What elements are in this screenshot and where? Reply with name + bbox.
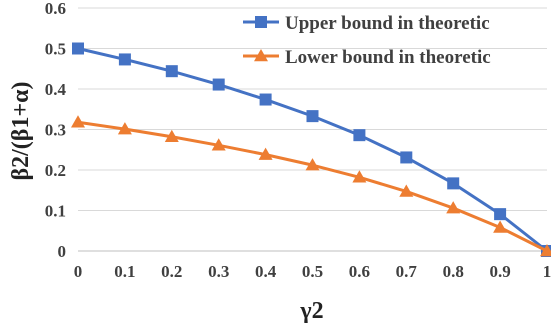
data-point-s0-1: [118, 53, 131, 66]
legend-marker-1: [254, 49, 268, 62]
series-layer: [71, 42, 551, 257]
data-point-s1-7: [399, 184, 414, 197]
data-point-s0-6: [353, 129, 366, 142]
x-tick-label-3: 0.3: [208, 262, 229, 281]
data-point-s1-3: [211, 138, 226, 151]
legend: Upper bound in theoretic Lower bound in t…: [243, 13, 491, 68]
legend-marker-0: [255, 16, 267, 28]
axis-titles: γ2 β2/(β1+α): [8, 81, 324, 324]
data-point-s1-10: [540, 244, 551, 257]
data-point-s1-0: [71, 115, 85, 128]
y-tick-label-2: 0.2: [45, 161, 66, 180]
data-point-s0-8: [447, 177, 460, 190]
data-point-s1-5: [305, 158, 320, 171]
legend-item-0: Upper bound in theoretic: [243, 13, 490, 34]
data-point-s1-8: [446, 201, 461, 214]
series-1: [71, 115, 551, 257]
data-point-s0-3: [212, 78, 225, 91]
x-tick-label-4: 0.4: [255, 262, 277, 281]
data-point-s1-6: [352, 170, 367, 183]
x-tick-label-5: 0.5: [302, 262, 323, 281]
y-tick-label-3: 0.3: [45, 121, 66, 140]
data-point-s0-5: [306, 110, 319, 123]
legend-label-0: Upper bound in theoretic: [285, 13, 490, 34]
y-tick-label-0: 0: [58, 242, 67, 261]
x-tick-label-6: 0.6: [349, 262, 370, 281]
x-tick-label-0: 0: [74, 262, 83, 281]
x-tick-label-10: 1: [543, 262, 551, 281]
axes: 0 0.1 0.2 0.3 0.4 0.5 0.6 0 0.1 0.2 0.3 0.4 0.5 0.6 0.…: [45, 0, 551, 281]
y-tick-label-1: 0.1: [45, 202, 66, 221]
series-line-0: [77, 47, 548, 253]
data-point-s0-7: [400, 151, 413, 164]
x-tick-label-8: 0.8: [443, 262, 464, 281]
x-tick-label-1: 0.1: [114, 262, 135, 281]
x-tick-label-9: 0.9: [489, 262, 510, 281]
y-tick-label-6: 0.6: [45, 0, 66, 18]
x-tick-label-7: 0.7: [396, 262, 418, 281]
data-point-s1-1: [117, 122, 132, 135]
y-tick-label-5: 0.5: [45, 40, 66, 59]
data-point-s0-4: [259, 93, 272, 106]
x-axis-title: γ2: [299, 298, 323, 324]
legend-item-1: Lower bound in theoretic: [243, 47, 491, 68]
y-tick-label-4: 0.4: [45, 80, 67, 99]
data-point-s0-9: [494, 208, 507, 221]
y-axis-title: β2/(β1+α): [8, 81, 34, 180]
data-point-s1-2: [164, 129, 179, 143]
series-0: [72, 42, 551, 257]
series-line-1: [77, 120, 548, 253]
data-point-s1-4: [258, 147, 273, 160]
data-point-s0-2: [165, 65, 178, 78]
gridlines: [78, 7, 547, 211]
data-point-s1-9: [493, 220, 508, 233]
legend-label-1: Lower bound in theoretic: [285, 47, 491, 68]
data-point-s0-0: [72, 42, 84, 55]
x-tick-label-2: 0.2: [161, 262, 182, 281]
